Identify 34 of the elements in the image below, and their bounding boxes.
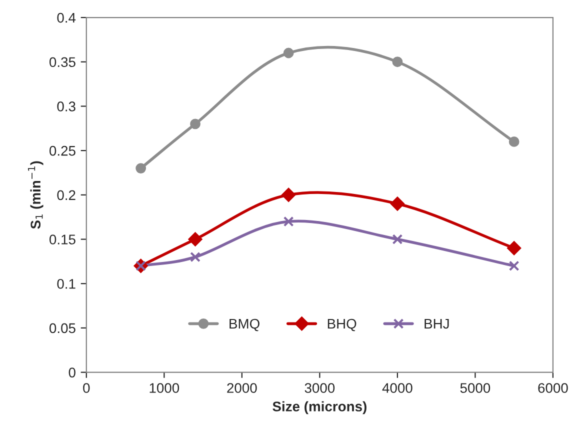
x-tick-label: 2000 xyxy=(227,383,257,393)
y-tick-label: 0 xyxy=(68,368,76,378)
point xyxy=(392,234,403,244)
y-axis-title: S$_{1}$ (min$^{−1}$) xyxy=(28,161,44,229)
y-tick-label: 0.15 xyxy=(49,234,76,244)
y-tick-label: 0.25 xyxy=(49,146,76,156)
y-tick-label: 0.05 xyxy=(49,323,76,334)
x-tick-label: 6000 xyxy=(538,383,568,393)
point xyxy=(190,118,200,130)
point xyxy=(283,216,294,227)
point xyxy=(188,232,202,246)
y-tick-label: 0.1 xyxy=(57,278,76,289)
point xyxy=(282,188,296,202)
x-tick-label: 1000 xyxy=(150,383,180,393)
x-tick-label: 4000 xyxy=(382,383,412,393)
legend-label: BMQ xyxy=(230,318,260,332)
y-tick-label: 0.35 xyxy=(49,57,76,68)
point xyxy=(390,196,404,211)
y-tick-label: 0.3 xyxy=(57,102,76,112)
x-tick-label: 0 xyxy=(83,383,90,393)
x-axis-title: Size (microns) xyxy=(272,401,366,414)
point xyxy=(508,136,520,147)
x-tick-label: 5000 xyxy=(460,383,490,393)
point xyxy=(283,48,294,58)
point xyxy=(507,241,522,256)
legend-label: BHJ xyxy=(424,318,449,329)
y-tick-label: 0.4 xyxy=(57,12,76,23)
point xyxy=(136,163,146,174)
point xyxy=(392,56,403,68)
y-tick-label: 0.2 xyxy=(57,190,76,200)
legend-label: BHQ xyxy=(328,318,356,332)
point xyxy=(190,252,200,262)
point xyxy=(508,260,520,272)
x-tick-label: 3000 xyxy=(304,383,335,393)
